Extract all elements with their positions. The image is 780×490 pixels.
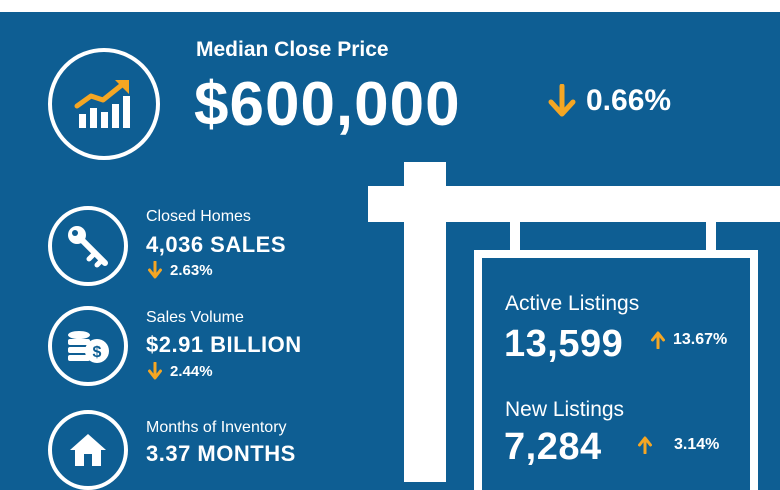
sales-volume-badge: $ xyxy=(48,306,128,386)
new-listings-label: New Listings xyxy=(505,398,625,421)
sales-volume-value: $2.91 BILLION xyxy=(146,332,302,357)
rising-chart-icon xyxy=(74,80,130,128)
median-price-change-value: 0.66% xyxy=(586,84,672,117)
key-icon xyxy=(68,226,108,268)
sign-board-inner xyxy=(482,258,750,490)
arrow-up-icon xyxy=(651,331,665,349)
closed-homes-label: Closed Homes xyxy=(146,208,251,225)
median-price-change: 0.66% xyxy=(548,84,671,118)
top-white-strip xyxy=(0,0,780,12)
closed-homes-change-value: 2.63% xyxy=(170,261,213,279)
closed-homes-badge xyxy=(48,206,128,286)
new-listings-change: 3.14% xyxy=(638,436,719,454)
sign-post-arm xyxy=(368,186,780,222)
new-listings-change-value: 3.14% xyxy=(674,436,720,453)
active-listings-change: 13.67% xyxy=(651,331,727,349)
sales-volume-change: 2.44% xyxy=(148,362,213,380)
active-listings-value: 13,599 xyxy=(504,323,624,365)
svg-text:$: $ xyxy=(93,344,102,361)
arrow-down-icon xyxy=(148,261,162,279)
arrow-down-icon xyxy=(148,362,162,380)
arrow-down-icon xyxy=(548,84,576,117)
sign-hook-right xyxy=(706,222,716,250)
active-listings-label: Active Listings xyxy=(505,292,640,315)
inventory-label: Months of Inventory xyxy=(146,419,287,436)
sign-hook-left xyxy=(510,222,520,250)
active-listings-change-value: 13.67% xyxy=(673,331,728,348)
median-price-badge xyxy=(48,48,160,160)
closed-homes-change: 2.63% xyxy=(148,261,213,279)
inventory-badge xyxy=(48,410,128,490)
sales-volume-label: Sales Volume xyxy=(146,309,244,326)
sales-volume-change-value: 2.44% xyxy=(170,362,213,380)
median-price-label: Median Close Price xyxy=(196,38,389,61)
closed-homes-value: 4,036 SALES xyxy=(146,232,287,257)
new-listings-value: 7,284 xyxy=(504,426,602,468)
coins-icon: $ xyxy=(68,331,109,363)
inventory-value: 3.37 MONTHS xyxy=(146,441,296,466)
arrow-up-icon xyxy=(638,436,652,454)
house-icon xyxy=(70,434,106,466)
median-price-value: $600,000 xyxy=(194,70,461,139)
